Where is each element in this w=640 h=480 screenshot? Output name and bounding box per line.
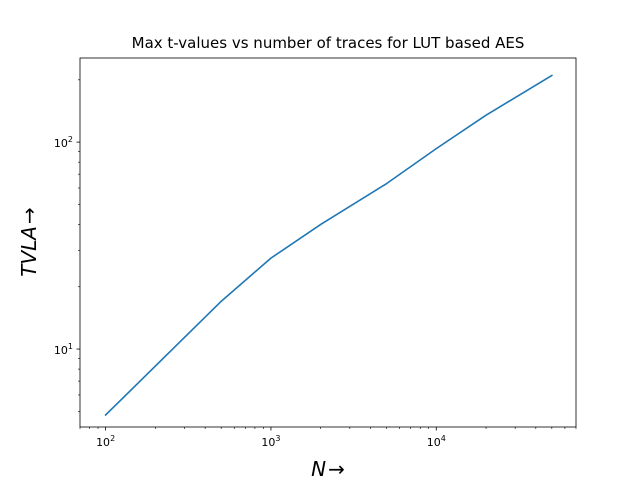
x-tick-label-exp: 4: [441, 434, 446, 443]
y-tick-label-base: 10: [54, 344, 68, 357]
x-major-ticks: 102 103 104: [96, 427, 446, 449]
x-tick-label-exp: 3: [275, 434, 280, 443]
plot-frame: [79, 57, 577, 428]
y-axis-label-arrow: →: [17, 207, 41, 224]
x-tick-label-base: 10: [96, 436, 110, 449]
chart-title: Max t-values vs number of traces for LUT…: [132, 34, 525, 52]
x-axis-label-var: N: [311, 457, 326, 480]
x-axis-label-arrow: →: [328, 457, 345, 480]
y-tick-label: 101: [54, 342, 73, 357]
x-tick-label-exp: 2: [110, 434, 115, 443]
series-line: [104, 74, 553, 417]
series-group: [104, 74, 553, 417]
y-axis-label-var: TVLA: [17, 226, 41, 277]
y-tick-label-exp: 1: [68, 342, 73, 351]
x-tick-label-base: 10: [427, 436, 441, 449]
x-tick-label: 102: [96, 434, 115, 449]
x-tick-label-base: 10: [261, 436, 275, 449]
x-axis-label: N →: [311, 457, 345, 480]
y-tick-label-exp: 2: [68, 135, 73, 144]
y-tick-label-base: 10: [54, 137, 68, 150]
x-tick-label: 103: [261, 434, 280, 449]
y-axis-label: TVLA →: [17, 207, 41, 277]
y-tick-label: 102: [54, 135, 73, 150]
x-tick-label: 104: [427, 434, 446, 449]
